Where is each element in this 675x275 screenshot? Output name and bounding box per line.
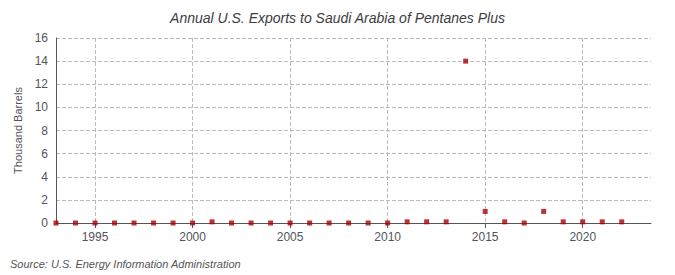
svg-text:2020: 2020 bbox=[569, 230, 596, 244]
svg-text:1995: 1995 bbox=[82, 230, 109, 244]
svg-text:12: 12 bbox=[35, 77, 49, 91]
svg-text:16: 16 bbox=[35, 31, 49, 45]
svg-text:10: 10 bbox=[35, 100, 49, 114]
svg-text:2005: 2005 bbox=[277, 230, 304, 244]
svg-text:14: 14 bbox=[35, 54, 49, 68]
svg-text:2000: 2000 bbox=[179, 230, 206, 244]
svg-text:Thousand Barrels: Thousand Barrels bbox=[12, 87, 24, 174]
svg-text:6: 6 bbox=[41, 147, 48, 161]
svg-text:2: 2 bbox=[41, 193, 48, 207]
svg-text:Annual U.S. Exports to Saudi A: Annual U.S. Exports to Saudi Arabia of P… bbox=[169, 10, 505, 26]
svg-text:2015: 2015 bbox=[472, 230, 499, 244]
svg-text:8: 8 bbox=[41, 124, 48, 138]
svg-text:0: 0 bbox=[41, 216, 48, 230]
svg-text:2010: 2010 bbox=[374, 230, 401, 244]
svg-text:4: 4 bbox=[41, 170, 48, 184]
svg-text:Source: U.S. Energy Informatio: Source: U.S. Energy Information Administ… bbox=[10, 258, 241, 270]
